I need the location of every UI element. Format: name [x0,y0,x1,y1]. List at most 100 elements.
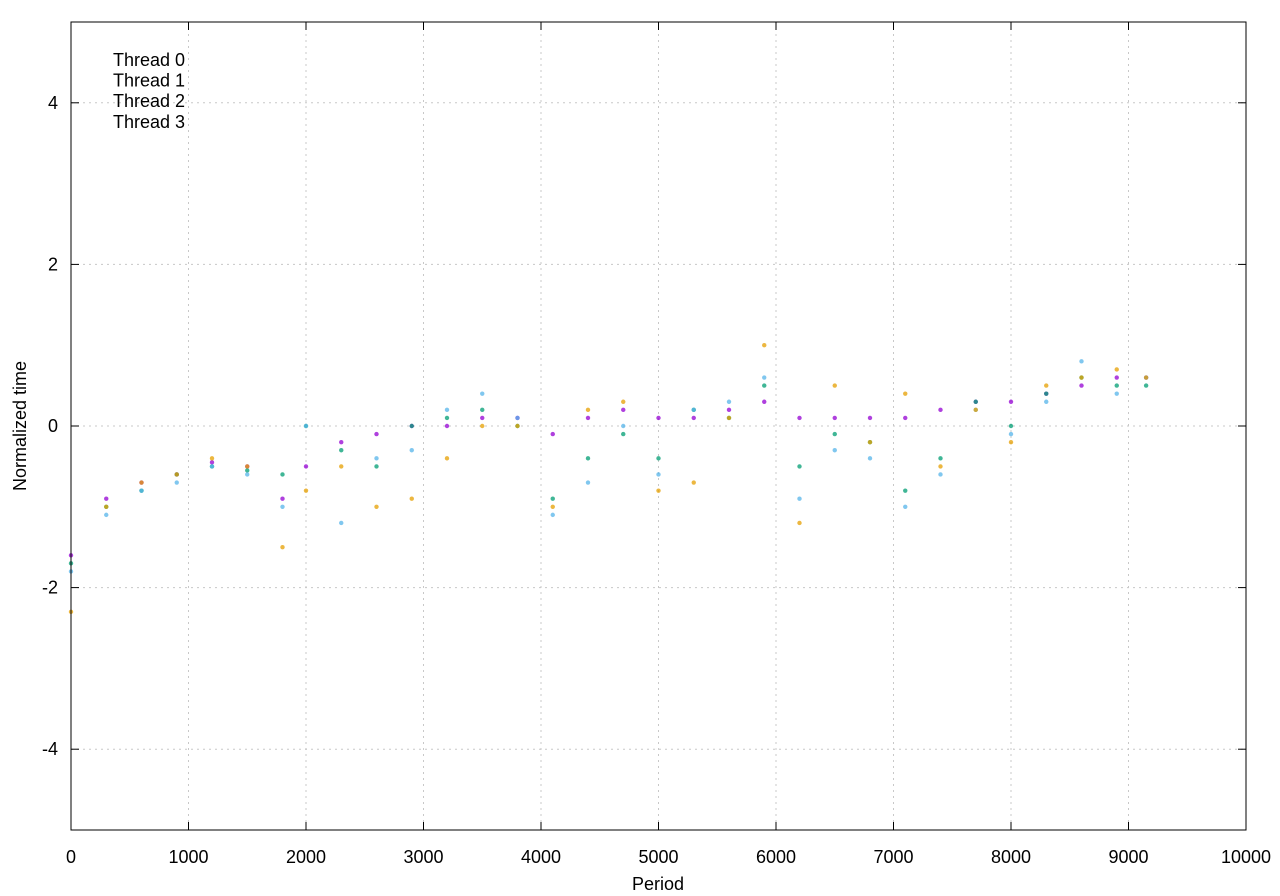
data-point [832,415,837,421]
data-point [1008,439,1014,445]
data-point [303,488,309,493]
ticks-layer: 0 1000 2000 3000 4000 5000 6000 7000 8000 9000 100… [42,22,1271,867]
data-point [903,391,908,396]
data-point [762,399,767,404]
data-point [1114,375,1119,380]
data-point [585,480,591,485]
x-tick-label: 9000 [1108,847,1148,867]
data-point [585,415,591,421]
y-tick-label: -2 [42,578,58,598]
data-point [973,407,978,413]
data-point [480,391,485,396]
data-point [444,407,450,413]
data-point [797,520,802,526]
data-point [550,431,555,437]
x-tick-label: 5000 [638,847,678,867]
data-point [339,439,344,445]
y-axis-title: Normalized time [10,361,30,491]
data-point [656,456,661,461]
x-tick-label: 4000 [521,847,561,867]
data-point [938,456,943,461]
legend-entry: Thread 2 [113,91,185,111]
data-point [104,512,109,518]
x-tick-label: 0 [66,847,76,867]
data-point [832,431,837,437]
data-point [480,407,485,413]
data-point [656,472,661,477]
data-point [867,415,873,421]
data-point [174,480,179,485]
data-point [867,439,873,445]
data-point [585,407,591,413]
data-point [832,383,837,388]
data-point [339,464,344,469]
data-point [1044,383,1049,388]
data-point [280,504,285,509]
data-point [409,496,414,501]
data-point [303,464,309,469]
data-point [480,415,485,421]
x-tick-label: 6000 [756,847,796,867]
x-tick-label: 10000 [1221,847,1271,867]
legend-entry: Thread 0 [113,50,185,70]
data-point [762,343,767,348]
data-point [797,464,802,469]
data-point [797,496,802,501]
data-point [585,456,591,461]
data-point [280,545,285,550]
data-point [621,399,626,404]
data-point [550,512,555,518]
data-point [374,504,379,509]
data-point [550,496,555,501]
data-point [762,383,767,388]
data-point [444,415,450,421]
data-point [245,472,250,477]
data-point [245,464,250,469]
data-point [374,456,379,461]
data-point [1079,375,1084,380]
y-tick-label: -4 [42,739,58,759]
data-point [832,448,837,453]
data-point [726,399,732,404]
data-point [339,520,344,526]
y-tick-label: 4 [48,93,58,113]
data-point [691,407,696,413]
x-tick-label: 8000 [991,847,1031,867]
data-point [1008,399,1014,404]
data-point [938,407,943,413]
data-point [209,460,215,465]
x-tick-label: 1000 [168,847,208,867]
data-point [444,456,450,461]
data-point [621,423,626,429]
series-3 [68,343,1149,615]
data-point [209,456,215,461]
data-point [973,399,978,404]
x-axis-title: Period [632,874,684,894]
data-point [656,488,661,493]
data-point [339,448,344,453]
points-layer [68,343,1149,615]
data-point [409,448,414,453]
legend-entry: Thread 1 [113,71,185,91]
data-point [621,407,626,413]
data-point [280,472,285,477]
data-point [1008,423,1014,429]
data-point [374,431,379,437]
data-point [280,496,285,501]
data-point [374,464,379,469]
data-point [1143,383,1149,388]
data-point [903,488,908,493]
y-tick-label: 0 [48,416,58,436]
y-tick-label: 2 [48,254,58,274]
series-2 [68,359,1149,574]
data-point [1079,383,1084,388]
data-point [104,496,109,501]
x-tick-label: 2000 [286,847,326,867]
data-point [1079,359,1084,364]
data-point [797,415,802,421]
data-point [139,480,144,485]
data-point [104,504,109,509]
data-point [1114,391,1119,396]
